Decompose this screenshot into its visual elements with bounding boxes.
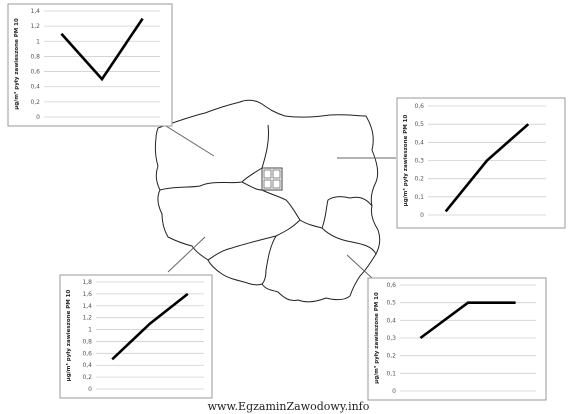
y-tick-label: 0,8 (30, 53, 40, 60)
y-tick-label: 0 (88, 386, 92, 393)
connector-bottom-left (167, 236, 206, 273)
y-tick-label: 0,5 (414, 121, 424, 128)
y-tick-label: 0 (36, 114, 40, 121)
y-tick-label: 0,2 (386, 353, 396, 360)
y-tick-label: 0,4 (414, 139, 424, 146)
series-line (419, 301, 516, 340)
y-tick-label: 0,4 (386, 317, 396, 324)
region-border-south (207, 235, 277, 261)
y-tick-label: 1,4 (30, 8, 40, 15)
chart-bottom-right: 0 0,1 0,2 0,3 0,4 0,5 0,6 µg/m³ pyły zawieszone… (367, 277, 547, 401)
y-axis-label: µg/m³ pyły zawieszone PM 10 (13, 18, 20, 110)
poland-map (154, 99, 381, 303)
y-tick-label: 0,6 (414, 103, 424, 110)
region-border-east (321, 227, 377, 255)
y-tick-label: 1,4 (82, 303, 92, 310)
y-tick-label: 1,2 (30, 23, 40, 30)
y-tick-label: 1,8 (82, 279, 92, 286)
y-tick-label: 0,5 (386, 300, 396, 307)
y-tick-label: 0,6 (82, 350, 92, 357)
watermark: www.EgzaminZawodowy.info (207, 400, 370, 413)
center-logo (261, 167, 283, 191)
region-border-west (261, 219, 301, 285)
y-axis-label: µg/m³ pyły zawieszone PM 10 (65, 290, 72, 382)
y-tick-label: 0,4 (30, 84, 40, 91)
y-tick-label: 0,4 (82, 362, 92, 369)
chart-top-left: 0 0,2 0,4 0,6 0,8 1 1,2 1,4 µg/m³ pyły zawieszon… (7, 3, 173, 127)
y-tick-label: 0,1 (414, 194, 424, 201)
map-outline (154, 99, 381, 303)
connector-top-left (165, 125, 215, 157)
y-tick-label: 1,6 (82, 291, 92, 298)
y-tick-label: 1,2 (82, 315, 92, 322)
y-tick-label: 0,2 (82, 374, 92, 381)
series-line (111, 292, 189, 361)
region-border-center (241, 181, 373, 229)
chart-right: 0 0,1 0,2 0,3 0,4 0,5 0,6 µg/m³ pyły zawieszone… (396, 97, 566, 229)
region-border-north (159, 124, 269, 191)
series-line (60, 17, 144, 82)
y-tick-label: 0,1 (386, 370, 396, 377)
y-tick-label: 0,6 (386, 282, 396, 289)
chart-frame (396, 97, 566, 229)
y-tick-label: 0 (392, 388, 396, 395)
y-tick-label: 1 (88, 327, 92, 334)
y-tick-label: 1 (36, 38, 40, 45)
y-axis-label: µg/m³ pyły zawieszone PM 10 (373, 292, 380, 384)
connector-bottom-right (346, 254, 373, 279)
y-tick-label: 0,8 (82, 338, 92, 345)
y-tick-label: 0,6 (30, 69, 40, 76)
y-tick-label: 0,2 (414, 176, 424, 183)
chart-bottom-left: 0 0,2 0,4 0,6 0,8 1 1,2 1,4 1,6 1,8 µg/m³ pyły zaw… (59, 274, 213, 399)
chart-frame (367, 277, 547, 401)
y-axis-label: µg/m³ pyły zawieszone PM 10 (402, 115, 409, 207)
y-tick-label: 0,2 (30, 99, 40, 106)
connector-lines (165, 125, 396, 279)
y-tick-label: 0 (420, 212, 424, 219)
y-tick-label: 0,3 (414, 158, 424, 165)
y-tick-label: 0,3 (386, 335, 396, 342)
